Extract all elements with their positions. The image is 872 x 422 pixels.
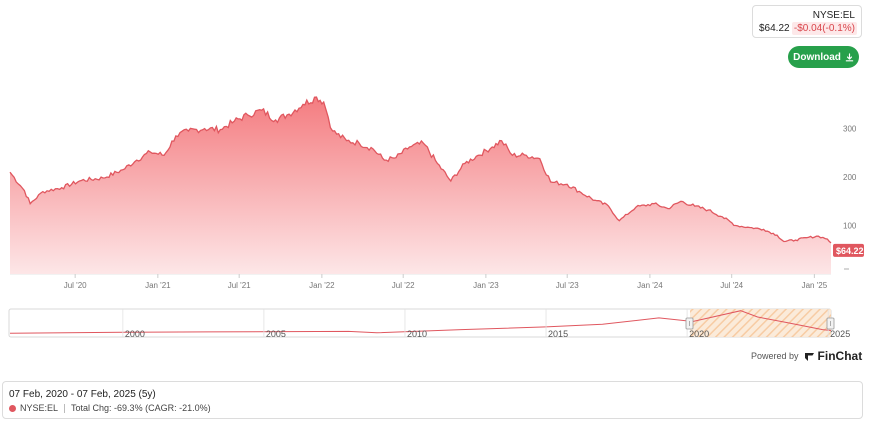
y-tick-label: 200 <box>843 173 857 182</box>
navigator-tick-label: 2015 <box>548 329 568 339</box>
y-axis: 100 200 300 <box>843 125 857 270</box>
x-tick-label: Jul '23 <box>556 281 579 290</box>
date-range: 07 Feb, 2020 - 07 Feb, 2025 (5y) <box>9 389 156 400</box>
legend-panel: 07 Feb, 2020 - 07 Feb, 2025 (5y) NYSE:EL… <box>2 381 863 419</box>
x-tick-label: Jul '24 <box>720 281 743 290</box>
x-tick-label: Jan '22 <box>309 281 335 290</box>
last-price-marker: $64.22 <box>833 243 864 257</box>
divider <box>64 403 66 413</box>
x-axis: Jul '20 Jan '21 Jul '21 Jan '22 Jul '22 Jan '… <box>64 274 828 290</box>
finchat-logo-icon <box>804 352 814 361</box>
legend-item[interactable]: NYSE:EL Total Chg: -69.3% (CAGR: -21.0%) <box>9 403 211 413</box>
navigator-selection[interactable] <box>690 309 831 337</box>
navigator-handle-right[interactable] <box>826 317 835 330</box>
download-icon <box>845 52 854 61</box>
navigator-handle-left[interactable] <box>685 317 694 330</box>
finchat-label: FinChat <box>817 349 863 363</box>
series-label: NYSE:EL <box>20 403 59 413</box>
powered-by[interactable]: Powered by FinChat <box>751 349 862 363</box>
download-button[interactable]: Download <box>788 46 859 68</box>
ticker-symbol: NYSE:EL <box>812 10 855 21</box>
navigator-tick-label: 2020 <box>689 329 709 339</box>
x-tick-label: Jan '21 <box>145 281 171 290</box>
ticker-price: $64.22 <box>759 23 790 34</box>
y-tick-label: 300 <box>843 125 857 134</box>
navigator-tick-label: 2010 <box>407 329 427 339</box>
price-line <box>9 96 832 244</box>
navigator-tick-label: 2005 <box>266 329 286 339</box>
download-label: Download <box>793 51 841 63</box>
ticker-change: -$0.04(-0.1%) <box>791 22 857 35</box>
x-tick-label: Jul '21 <box>228 281 251 290</box>
navigator-tick-label: 2025 <box>830 329 850 339</box>
navigator-line <box>9 310 832 334</box>
finchat-brand: FinChat <box>804 349 863 363</box>
x-tick-label: Jul '20 <box>64 281 87 290</box>
price-area <box>10 97 831 274</box>
x-tick-label: Jan '24 <box>637 281 663 290</box>
navigator-tick-label: 2000 <box>125 329 145 339</box>
ticker-info-box: NYSE:EL $64.22 -$0.04(-0.1%) <box>752 5 862 38</box>
x-tick-label: Jan '23 <box>473 281 499 290</box>
series-color-dot <box>9 404 16 412</box>
powered-by-label: Powered by <box>751 351 799 361</box>
navigator-axis: 2000 2005 2010 2015 2020 2025 <box>122 309 850 339</box>
y-tick-label: 100 <box>843 222 857 231</box>
x-tick-label: Jul '22 <box>392 281 415 290</box>
range-navigator[interactable]: 2000 2005 2010 2015 2020 2025 <box>0 305 872 345</box>
total-change: Total Chg: -69.3% (CAGR: -21.0%) <box>71 403 211 413</box>
x-tick-label: Jan '25 <box>802 281 828 290</box>
last-price-label: $64.22 <box>836 246 864 256</box>
